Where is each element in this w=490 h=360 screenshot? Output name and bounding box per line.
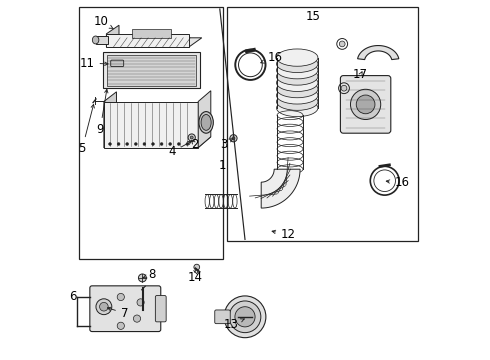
Text: 9: 9: [97, 89, 108, 136]
Text: 2: 2: [191, 138, 198, 150]
Polygon shape: [104, 92, 117, 148]
Text: 15: 15: [306, 10, 321, 23]
Circle shape: [169, 143, 171, 145]
Text: 16: 16: [261, 51, 282, 64]
Polygon shape: [132, 29, 171, 38]
Circle shape: [350, 89, 381, 120]
Polygon shape: [358, 46, 399, 60]
Bar: [107, 55, 196, 86]
Text: 12: 12: [272, 228, 296, 241]
Polygon shape: [104, 102, 198, 148]
Circle shape: [134, 143, 137, 145]
FancyBboxPatch shape: [155, 296, 166, 322]
FancyBboxPatch shape: [341, 76, 391, 133]
Circle shape: [143, 143, 146, 145]
Circle shape: [160, 143, 163, 145]
Ellipse shape: [276, 99, 318, 117]
Circle shape: [232, 137, 235, 140]
Polygon shape: [106, 25, 119, 47]
Circle shape: [109, 143, 111, 145]
Polygon shape: [106, 38, 202, 47]
Circle shape: [137, 299, 144, 306]
Text: 4: 4: [169, 141, 191, 158]
Circle shape: [235, 307, 255, 327]
Ellipse shape: [201, 114, 211, 130]
Circle shape: [186, 143, 189, 145]
Polygon shape: [104, 137, 211, 148]
Circle shape: [126, 143, 129, 145]
Text: 17: 17: [353, 68, 368, 81]
Text: 14: 14: [188, 269, 203, 284]
Circle shape: [133, 315, 141, 322]
Circle shape: [117, 322, 124, 329]
Ellipse shape: [276, 93, 318, 111]
Circle shape: [224, 296, 266, 338]
Text: 6: 6: [69, 291, 76, 303]
Polygon shape: [261, 169, 300, 208]
Text: 1: 1: [219, 159, 226, 172]
Bar: [79, 7, 223, 259]
Text: 3: 3: [220, 138, 233, 150]
Text: 13: 13: [223, 318, 244, 331]
Circle shape: [341, 85, 347, 91]
Circle shape: [177, 143, 180, 145]
Text: 16: 16: [386, 176, 410, 189]
Circle shape: [117, 293, 124, 301]
Text: 5: 5: [78, 104, 95, 155]
FancyBboxPatch shape: [90, 286, 161, 332]
Ellipse shape: [276, 62, 318, 79]
Ellipse shape: [276, 74, 318, 91]
Bar: [103, 52, 200, 88]
Circle shape: [188, 134, 196, 141]
Ellipse shape: [276, 55, 318, 73]
Circle shape: [139, 274, 147, 282]
FancyBboxPatch shape: [215, 310, 230, 324]
Circle shape: [356, 95, 375, 114]
Circle shape: [194, 264, 199, 270]
Text: 8: 8: [143, 268, 156, 281]
Circle shape: [99, 302, 108, 311]
Ellipse shape: [92, 36, 99, 44]
Bar: [227, 7, 418, 241]
Circle shape: [230, 135, 237, 142]
Text: 7: 7: [107, 307, 128, 320]
FancyBboxPatch shape: [111, 60, 123, 67]
Circle shape: [117, 143, 120, 145]
Circle shape: [151, 143, 154, 145]
Ellipse shape: [276, 87, 318, 104]
Polygon shape: [96, 36, 108, 44]
Text: 10: 10: [93, 15, 113, 29]
Circle shape: [96, 299, 112, 315]
Ellipse shape: [276, 49, 318, 66]
Circle shape: [339, 41, 345, 47]
Ellipse shape: [199, 112, 213, 133]
Ellipse shape: [276, 81, 318, 98]
Polygon shape: [198, 91, 211, 148]
Circle shape: [229, 301, 261, 333]
Circle shape: [190, 136, 193, 139]
Text: 11: 11: [79, 57, 108, 69]
Polygon shape: [106, 34, 189, 47]
Ellipse shape: [276, 68, 318, 85]
